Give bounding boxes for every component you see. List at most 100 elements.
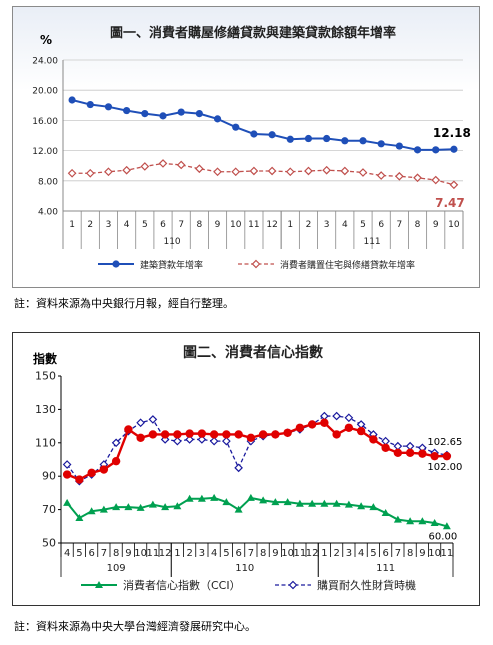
data-point [393,441,403,451]
data-point [161,503,170,511]
data-point [359,137,367,145]
data-point [185,494,194,502]
data-point [413,173,422,183]
data-point [222,430,231,439]
data-point [295,499,304,507]
data-point [185,429,194,438]
legend-entry: 消費者購置住宅與修繕貸款年增率 [280,259,415,271]
data-point [418,449,427,458]
data-point [213,115,222,123]
legend-entry: 消費者信心指數（CCI） [123,578,241,592]
data-point [283,428,292,437]
chart-2-source-note: 註：資料來源為中央大學台灣經濟發展研究中心。 [14,620,256,633]
data-point [381,508,390,516]
data-label: 12.18 [433,126,471,140]
data-point [87,507,96,515]
data-point [159,112,167,120]
data-point [197,429,207,438]
x-tick-label: 7 [396,220,402,230]
x-tick-label: 9 [419,548,425,559]
chart-1: 圖一、消費者購屋修繕貸款與建築貸款餘額年增率% 4.00 8.00 12.00 16.0… [12,6,480,288]
x-tick-label: 4 [342,220,348,230]
x-tick-label: 8 [415,220,421,230]
data-point [341,137,349,145]
data-point [75,513,84,521]
data-point [358,168,368,177]
y-tick-label: 12.00 [32,147,58,157]
data-point [344,500,353,508]
data-point [246,433,256,442]
data-point [320,499,329,507]
x-tick-label: 9 [433,220,439,230]
data-point [377,140,385,148]
data-point [432,146,440,154]
year-group-label: 111 [376,563,395,574]
x-tick-label: 11 [294,548,307,559]
data-point [62,460,72,469]
data-point [405,441,415,451]
data-point [405,448,415,458]
year-group-label: 110 [163,237,180,247]
data-label: 102.65 [427,437,462,448]
legend-entry: 建築貸款年增率 [140,259,203,271]
year-group-label: 109 [107,563,126,574]
data-point [268,131,276,139]
data-point [450,145,458,153]
x-tick-label: 10 [134,548,147,559]
x-tick-label: 4 [358,548,364,559]
x-tick-label: 1 [321,548,327,559]
chart-1-svg: 圖一、消費者購屋修繕貸款與建築貸款餘額年增率% 4.00 8.00 12.00 16.0… [32,25,471,271]
data-point [357,502,366,510]
data-point [122,165,131,175]
data-point [322,165,331,175]
y-tick-label: 90 [42,470,56,483]
x-tick-label: 11 [248,220,259,230]
data-point [197,494,206,502]
data-point [344,423,354,432]
x-tick-label: 1 [174,548,180,559]
data-label: 7.47 [435,196,465,210]
x-tick-label: 1 [69,220,75,230]
x-tick-label: 6 [382,548,388,559]
x-tick-label: 5 [370,548,376,559]
legend-swatch-marker [251,259,261,269]
data-point [222,436,231,446]
y-tick-label: 130 [35,403,56,416]
data-point [141,110,149,118]
y-tick-label: 50 [42,537,56,550]
x-tick-label: 11 [147,548,160,559]
data-point [295,423,305,432]
x-tick-label: 4 [124,220,130,230]
data-point [160,430,170,439]
data-point [99,465,109,474]
x-tick-label: 2 [186,548,192,559]
x-tick-label: 6 [88,548,94,559]
data-point [195,110,203,118]
series-line [71,99,454,151]
data-point [304,166,313,176]
data-label: 102.00 [427,462,462,473]
data-point [285,167,295,177]
series-line [66,421,447,481]
x-tick-label: 5 [142,220,148,230]
data-point [381,443,390,453]
data-label: 60.00 [429,531,458,542]
data-point [340,166,350,176]
data-point [393,448,403,458]
data-point [393,515,402,523]
x-tick-label: 9 [215,220,221,230]
x-tick-label: 4 [211,548,217,559]
data-point [197,435,207,444]
data-point [442,451,452,461]
chart-2: 圖二、消費者信心指數 指數 50 70 90 110 130 150 4 5 6 7 8 9 10 11 12 1… [12,332,480,606]
data-point [209,430,219,439]
data-point [307,420,317,429]
data-point [249,166,259,176]
x-tick-label: 6 [235,548,241,559]
y-tick-label: 150 [35,370,56,383]
data-point [111,438,121,448]
data-point [136,433,145,442]
chart-title: 圖二、消費者信心指數 [183,344,323,361]
x-tick-label: 2 [333,548,339,559]
